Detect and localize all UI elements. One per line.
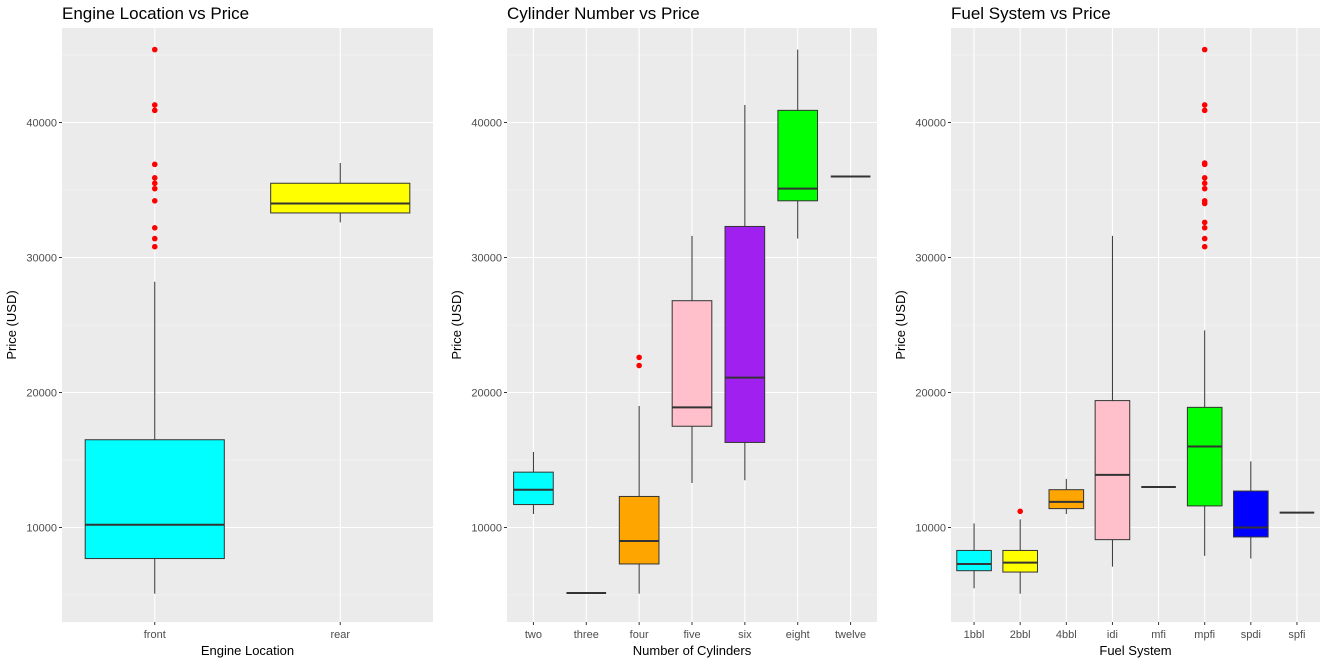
x-tick-label: six bbox=[738, 629, 752, 641]
outlier-point bbox=[1201, 198, 1208, 204]
outlier-point bbox=[1201, 243, 1208, 250]
box-five bbox=[671, 300, 713, 427]
x-tick-label: three bbox=[574, 629, 599, 641]
x-tick-label: twelve bbox=[835, 629, 866, 641]
x-tick-label: 4bbl bbox=[1056, 629, 1077, 641]
outlier-point bbox=[1201, 180, 1208, 187]
box-six bbox=[724, 225, 766, 443]
y-tick-label: 30000 bbox=[471, 253, 502, 265]
chart-title: Engine Location vs Price bbox=[62, 4, 249, 23]
x-tick-label: front bbox=[144, 629, 166, 641]
x-axis-label: Fuel System bbox=[1099, 643, 1171, 658]
outlier-point bbox=[1201, 102, 1208, 108]
box-idi bbox=[1094, 400, 1131, 541]
y-tick-label: 40000 bbox=[26, 118, 57, 130]
x-axis-label: Number of Cylinders bbox=[633, 643, 752, 658]
outlier-point bbox=[1201, 225, 1208, 231]
y-axis-label: Price (USD) bbox=[4, 290, 19, 359]
outlier-point bbox=[151, 46, 158, 53]
x-tick-label: rear bbox=[330, 629, 350, 641]
x-tick-label: two bbox=[525, 629, 542, 641]
x-tick-label: four bbox=[630, 629, 649, 641]
chart-title: Cylinder Number vs Price bbox=[507, 4, 700, 23]
x-tick-label: mpfi bbox=[1194, 629, 1215, 641]
outlier-point bbox=[1201, 235, 1208, 242]
box-eight bbox=[777, 109, 819, 202]
outlier-point bbox=[636, 354, 642, 361]
y-tick-label: 20000 bbox=[26, 388, 57, 400]
outlier-point bbox=[151, 175, 158, 181]
x-tick-label: 2bbl bbox=[1010, 629, 1031, 641]
box-two bbox=[513, 471, 554, 506]
outlier-point bbox=[1201, 46, 1208, 53]
outlier-point bbox=[1201, 185, 1208, 192]
x-tick-label: spfi bbox=[1288, 629, 1305, 641]
chart-title: Fuel System vs Price bbox=[951, 4, 1111, 23]
outlier-point bbox=[1201, 107, 1208, 114]
x-tick-label: 1bbl bbox=[964, 629, 985, 641]
y-tick-label: 10000 bbox=[26, 523, 57, 535]
box-rear bbox=[270, 182, 411, 214]
x-tick-label: mfi bbox=[1151, 629, 1166, 641]
box-2bbl bbox=[1002, 549, 1038, 573]
y-tick-label: 20000 bbox=[915, 388, 946, 400]
x-tick-label: spdi bbox=[1241, 629, 1261, 641]
outlier-point bbox=[151, 107, 158, 114]
y-tick-label: 40000 bbox=[471, 118, 502, 130]
outlier-point bbox=[151, 102, 158, 108]
box-front bbox=[84, 439, 225, 560]
box-mpfi bbox=[1186, 406, 1223, 507]
x-tick-label: five bbox=[683, 629, 700, 641]
outlier-point bbox=[1201, 175, 1208, 181]
outlier-point bbox=[1201, 219, 1208, 226]
outlier-point bbox=[151, 243, 158, 250]
y-axis-label: Price (USD) bbox=[893, 290, 908, 359]
outlier-point bbox=[1017, 508, 1023, 515]
box-4bbl bbox=[1048, 489, 1085, 510]
box-1bbl bbox=[956, 549, 992, 572]
y-tick-label: 10000 bbox=[471, 523, 502, 535]
outlier-point bbox=[151, 180, 158, 187]
y-tick-label: 10000 bbox=[915, 523, 946, 535]
x-axis-label: Engine Location bbox=[201, 643, 294, 658]
outlier-point bbox=[151, 225, 158, 231]
outlier-point bbox=[1201, 160, 1208, 166]
x-tick-label: idi bbox=[1107, 629, 1118, 641]
outlier-point bbox=[151, 161, 158, 168]
y-axis-label: Price (USD) bbox=[449, 290, 464, 359]
y-tick-label: 20000 bbox=[471, 388, 502, 400]
outlier-point bbox=[151, 235, 158, 242]
y-tick-label: 30000 bbox=[915, 253, 946, 265]
box-spdi bbox=[1233, 490, 1269, 538]
outlier-point bbox=[636, 362, 642, 369]
y-tick-label: 30000 bbox=[26, 253, 57, 265]
box-four bbox=[618, 495, 660, 565]
outlier-point bbox=[151, 198, 158, 204]
y-tick-label: 40000 bbox=[915, 118, 946, 130]
outlier-point bbox=[151, 185, 158, 192]
x-tick-label: eight bbox=[786, 629, 810, 641]
